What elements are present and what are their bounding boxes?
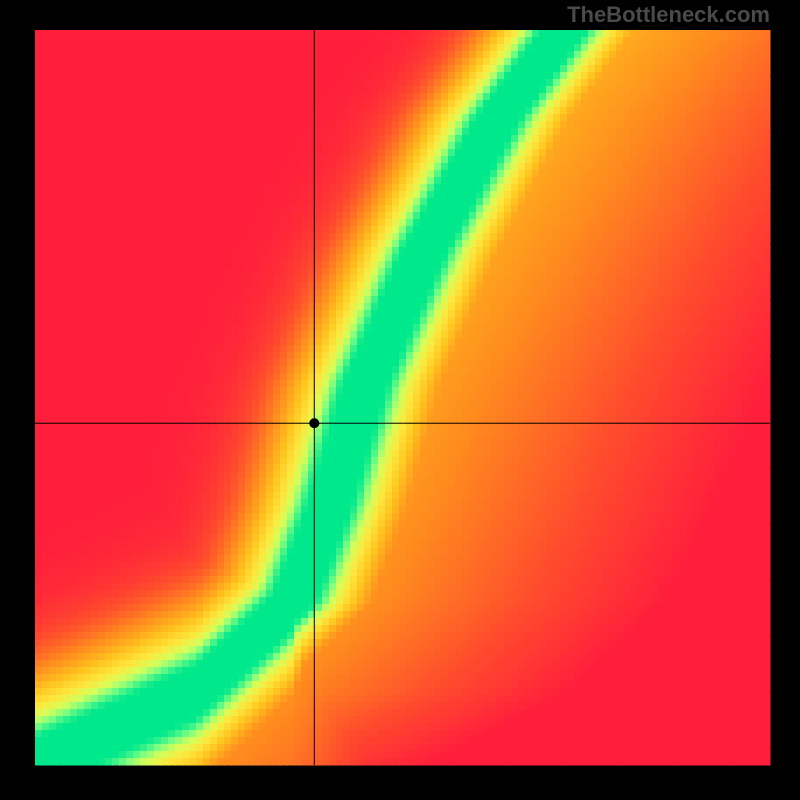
chart-container: TheBottleneck.com [0, 0, 800, 800]
watermark-text: TheBottleneck.com [567, 2, 770, 28]
heatmap-canvas [0, 0, 800, 800]
